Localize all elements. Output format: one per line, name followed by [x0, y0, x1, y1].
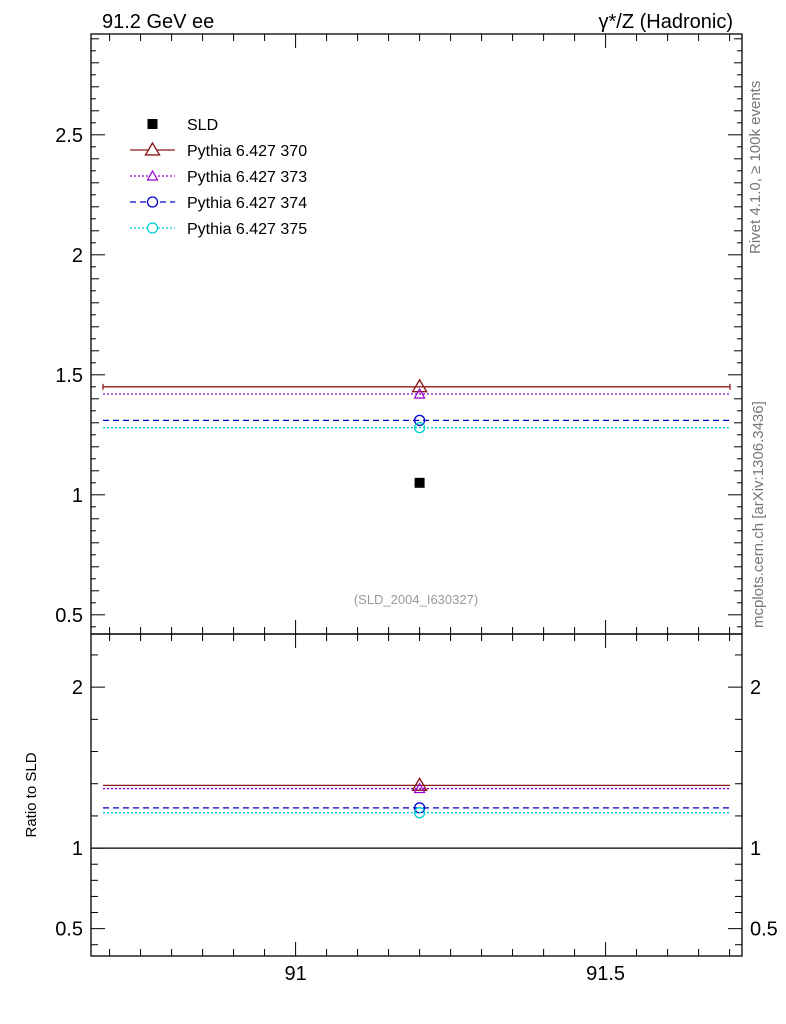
- series-marker: [411, 378, 428, 393]
- legend-marker: [147, 119, 158, 129]
- x-tick-label: 91: [284, 963, 306, 985]
- ratio-series-marker: [413, 782, 426, 794]
- header-right-title: γ*/Z (Hadronic): [599, 11, 733, 33]
- rivet-label: Rivet 4.1.0, ≥ 100k events: [747, 81, 764, 254]
- ratio-y-tick-label: 2: [72, 677, 83, 699]
- legend-marker: [146, 196, 159, 208]
- ratio-y-tick-label-right: 1: [750, 838, 761, 860]
- ratio-ylabel: Ratio to SLD: [23, 752, 40, 837]
- ratio-y-tick-label-right: 0.5: [750, 919, 778, 941]
- legend: SLD Pythia 6.427 370 Pythia 6.427 373 Pythi…: [130, 117, 307, 238]
- ratio-series-group: [103, 776, 730, 819]
- ratio-y-tick-label-right: 2: [750, 677, 761, 699]
- y-tick-label: 1.5: [55, 365, 83, 387]
- ratio-series-marker: [413, 807, 426, 819]
- analysis-watermark: (SLD_2004_I630327): [354, 592, 478, 607]
- y-tick-label: 1: [72, 485, 83, 507]
- ratio-axis-ticks: 0.5 0.5 1 1 2 2 91 91.5: [55, 634, 778, 985]
- y-tick-label: 0.5: [55, 605, 83, 627]
- legend-label: SLD: [187, 117, 218, 134]
- series-marker: [413, 387, 426, 399]
- ratio-series-marker: [411, 776, 428, 791]
- legend-label: Pythia 6.427 375: [187, 221, 307, 238]
- x-tick-label: 91.5: [586, 963, 625, 985]
- main-axis-ticks: 0.5 1 1.5 2 2.5: [55, 34, 742, 634]
- legend-label: Pythia 6.427 370: [187, 143, 307, 160]
- y-tick-label: 2.5: [55, 125, 83, 147]
- mcplots-label: mcplots.cern.ch [arXiv:1306.3436]: [750, 401, 767, 628]
- main-series-group: [102, 378, 731, 488]
- legend-label: Pythia 6.427 374: [187, 195, 307, 212]
- series-marker: [413, 421, 426, 434]
- ratio-y-tick-label: 0.5: [55, 919, 83, 941]
- legend-marker: [146, 169, 159, 181]
- header-left-title: 91.2 GeV ee: [102, 11, 214, 33]
- data-point-sld: [414, 477, 425, 488]
- series-marker: [413, 414, 426, 427]
- ratio-panel-frame: [90, 633, 743, 957]
- legend-marker: [144, 141, 161, 156]
- legend-label: Pythia 6.427 373: [187, 169, 307, 186]
- ratio-y-tick-label: 1: [72, 838, 83, 860]
- y-tick-label: 2: [72, 245, 83, 267]
- legend-marker: [146, 222, 159, 234]
